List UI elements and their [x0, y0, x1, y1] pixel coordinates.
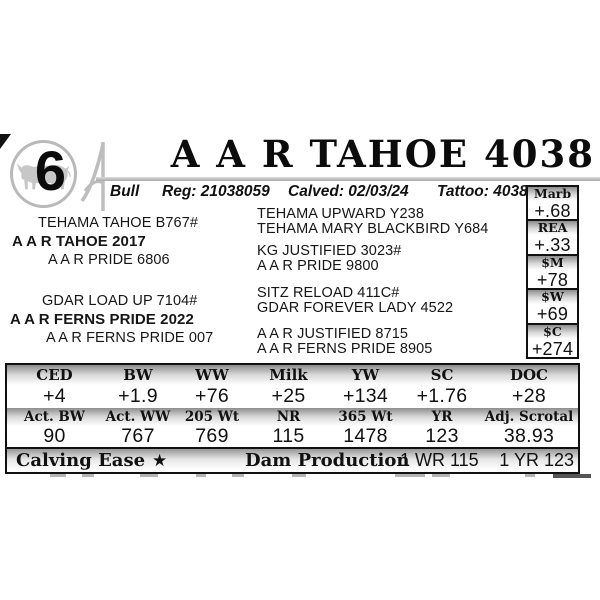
tattoo-number: Tattoo: 4038	[437, 183, 528, 200]
epd-value: +.68	[534, 201, 571, 221]
sex-label: Bull	[110, 183, 140, 200]
sire-sire: TEHAMA TAHOE B767#	[38, 215, 199, 231]
epd-box-dollar-m: $M +78	[528, 253, 577, 290]
col-header: 205 Wt	[184, 409, 240, 425]
cell-value: 123	[425, 425, 459, 447]
epd-value: +78	[536, 269, 569, 290]
cell-value: 38.93	[503, 425, 555, 447]
cow-icon	[17, 163, 71, 190]
gp-line: TEHAMA UPWARD Y238	[257, 206, 424, 222]
epd-box-dollar-c: $C +274	[528, 322, 577, 359]
cell-value: 769	[195, 425, 229, 447]
epd-header-row-1: CED BW WW Milk YW SC DOC	[7, 365, 578, 385]
dam-production-label: Dam Production	[245, 450, 410, 471]
reg-number: Reg: 21038059	[162, 183, 270, 200]
col-header: Adj. Scrotal	[484, 409, 574, 425]
gp-line: TEHAMA MARY BLACKBIRD Y684	[257, 221, 489, 237]
gp-line: A A R JUSTIFIED 8715	[257, 326, 409, 342]
epd-value: +274	[531, 338, 574, 359]
col-header: Act. BW	[24, 409, 85, 425]
cell-value: +1.76	[416, 385, 468, 407]
header-rule	[96, 177, 600, 181]
epd-header-row-2: Act. BW Act. WW 205 Wt NR 365 Wt YR Adj.…	[7, 408, 578, 426]
lot-number: 6	[34, 138, 67, 202]
dam-dam: A A R FERNS PRIDE 007	[46, 330, 214, 346]
wr-ratio: 1 WR 115	[400, 450, 479, 470]
footer-bar: Calving Ease ★ Dam Production 1 WR 115 1…	[7, 447, 578, 472]
epd-value-row-2: 90 767 769 115 1478 123 38.93	[7, 426, 578, 447]
calving-ease-label: Calving Ease	[16, 450, 146, 471]
col-header: SC	[430, 366, 454, 384]
epd-stat-column: Marb +.68 REA +.33 $M +78 $W +69 $C +274	[526, 185, 579, 359]
col-header: 365 Wt	[338, 409, 393, 425]
cropped-text-remnant	[0, 474, 600, 479]
epd-label: $C	[528, 324, 577, 339]
cell-value: 1478	[343, 425, 388, 447]
gp-line: A A R FERNS PRIDE 8905	[257, 341, 433, 357]
ranch-brand-icon	[80, 142, 105, 211]
dam-sire: GDAR LOAD UP 7104#	[42, 293, 198, 309]
epd-label: REA	[528, 221, 577, 236]
sire-name: A A R TAHOE 2017	[12, 233, 146, 250]
lot-badge: 6	[10, 138, 77, 208]
epd-label: $M	[528, 255, 577, 270]
cell-value: +76	[195, 385, 229, 407]
col-header: YW	[351, 366, 380, 384]
registration-info-row: Bull Reg: 21038059 Calved: 02/03/24 Tatt…	[0, 183, 600, 203]
animal-name-title: A A R TAHOE 4038	[170, 132, 595, 176]
gp-line: KG JUSTIFIED 3023#	[257, 243, 402, 259]
dam-name: A A R FERNS PRIDE 2022	[10, 311, 194, 328]
sire-dam: A A R PRIDE 6806	[48, 252, 170, 268]
epd-value: +69	[536, 304, 569, 325]
col-header: Act. WW	[105, 409, 171, 425]
col-header: YR	[431, 409, 453, 425]
cell-value: 767	[121, 425, 155, 447]
gp-line: A A R PRIDE 9800	[257, 258, 379, 274]
epd-table: CED BW WW Milk YW SC DOC +4 +1.9 +76 +25…	[5, 363, 580, 474]
cell-value: +4	[43, 385, 66, 407]
cell-value: +1.9	[118, 385, 158, 407]
epd-box-dollar-w: $W +69	[528, 288, 577, 325]
calved-date: Calved: 02/03/24	[288, 183, 409, 200]
col-header: NR	[276, 409, 301, 425]
cell-value: +134	[342, 385, 389, 407]
cell-value: +28	[512, 385, 546, 407]
epd-value: +.33	[534, 235, 571, 256]
page-corner-marker	[0, 134, 11, 149]
yr-ratio: 1 YR 123	[499, 450, 574, 470]
epd-value-row-1: +4 +1.9 +76 +25 +134 +1.76 +28	[7, 385, 578, 408]
col-header: Milk	[269, 366, 308, 384]
epd-box-marb: Marb +.68	[528, 187, 577, 221]
star-icon: ★	[152, 451, 168, 470]
gp-line: GDAR FOREVER LADY 4522	[257, 300, 454, 316]
cell-value: +25	[271, 385, 306, 407]
epd-label: $W	[528, 290, 577, 305]
epd-label: Marb	[528, 187, 577, 201]
cell-value: 115	[272, 425, 305, 447]
col-header: WW	[195, 366, 229, 384]
gp-line: SITZ RELOAD 411C#	[257, 285, 400, 301]
col-header: CED	[36, 366, 73, 384]
epd-box-rea: REA +.33	[528, 219, 577, 256]
col-header: BW	[123, 366, 153, 384]
col-header: DOC	[509, 366, 548, 384]
cell-value: 90	[43, 425, 66, 447]
